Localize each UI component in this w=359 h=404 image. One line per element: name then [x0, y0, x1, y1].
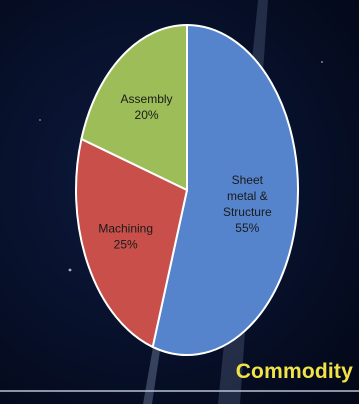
slice-value-label: 55%: [235, 221, 259, 235]
slice-name-line: Sheet: [232, 173, 264, 187]
pie-slices: [75, 23, 299, 356]
slice-name-line: metal &: [227, 189, 268, 203]
slice-name-line: Machining: [98, 221, 153, 235]
slice-value-label: 20%: [135, 108, 159, 122]
slice-label-sheet-metal: Sheet metal & Structure 55%: [223, 173, 272, 235]
slice-labels: Sheet metal & Structure 55% Machining 25% Asse…: [98, 92, 272, 251]
pie-slice-sheet-metal: [151, 23, 299, 356]
pie-slice-machining: [75, 137, 189, 349]
pie-slice-assembly: [80, 23, 188, 192]
slice-label-machining: Machining 25%: [98, 221, 153, 251]
slice-name-line: Structure: [223, 205, 272, 219]
divider-line: [0, 390, 359, 392]
slice-label-assembly: Assembly 20%: [121, 92, 173, 122]
slice-value-label: 25%: [114, 237, 138, 251]
slice-name-line: Assembly: [121, 92, 173, 106]
chart-title: Commodity: [235, 360, 353, 383]
